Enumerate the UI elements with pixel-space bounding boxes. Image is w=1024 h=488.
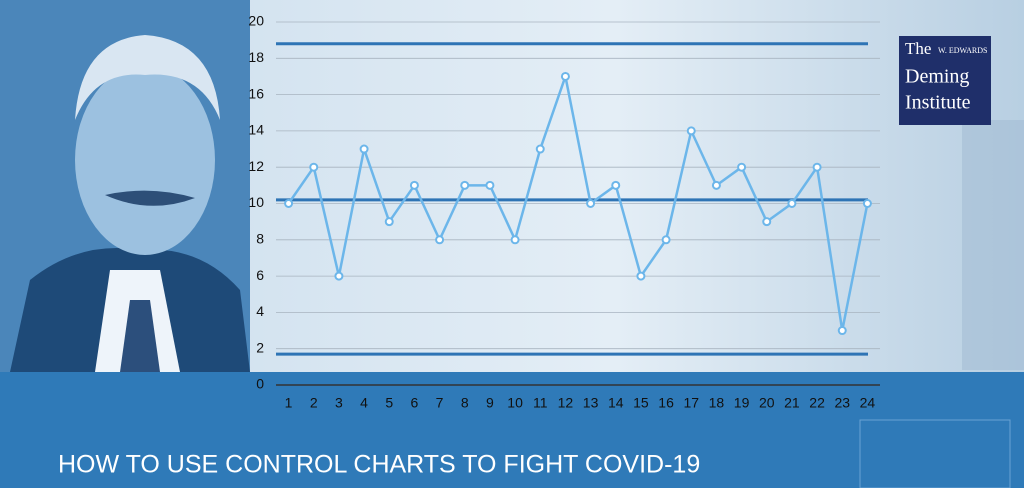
- logo-text: Institute: [905, 92, 971, 114]
- x-tick-label: 6: [411, 395, 419, 411]
- y-tick-label: 6: [256, 267, 264, 283]
- x-tick-label: 24: [860, 395, 876, 411]
- data-point: [284, 199, 294, 208]
- x-tick-label: 20: [759, 395, 775, 411]
- x-tick-label: 1: [285, 395, 293, 411]
- x-tick-label: 4: [360, 395, 368, 411]
- data-point: [560, 71, 570, 81]
- y-tick-label: 14: [248, 122, 264, 138]
- data-point: [485, 180, 495, 190]
- logo-text: Deming: [905, 66, 969, 88]
- logo-text: The: [905, 39, 931, 58]
- x-tick-label: 22: [809, 395, 825, 411]
- data-point: [435, 235, 445, 245]
- y-tick-label: 10: [248, 194, 264, 210]
- x-tick-label: 23: [834, 395, 850, 411]
- x-tick-label: 5: [385, 395, 393, 411]
- y-tick-label: 2: [256, 339, 264, 355]
- mask-shape: [962, 120, 1024, 370]
- y-tick-label: 8: [256, 231, 264, 247]
- x-tick-label: 12: [558, 395, 574, 411]
- x-tick-label: 16: [658, 395, 674, 411]
- y-tick-label: 4: [256, 303, 264, 319]
- x-tick-label: 2: [310, 395, 318, 411]
- x-tick-label: 19: [734, 395, 750, 411]
- data-point: [309, 162, 319, 172]
- x-tick-label: 18: [709, 395, 725, 411]
- data-point: [334, 271, 344, 281]
- data-point: [359, 144, 369, 154]
- data-point: [787, 199, 797, 208]
- x-tick-label: 7: [436, 395, 444, 411]
- data-point: [409, 180, 419, 190]
- x-tick-label: 17: [683, 395, 699, 411]
- data-point: [737, 162, 747, 172]
- portrait: [0, 0, 250, 372]
- x-tick-label: 15: [633, 395, 649, 411]
- x-tick-label: 21: [784, 395, 800, 411]
- logo: [899, 36, 991, 125]
- y-tick-label: 12: [248, 158, 264, 174]
- data-point: [510, 235, 520, 245]
- y-tick-label: 0: [256, 376, 264, 392]
- data-point: [686, 126, 696, 136]
- x-tick-label: 9: [486, 395, 494, 411]
- decor-box: [859, 419, 1011, 488]
- y-tick-label: 20: [248, 13, 264, 29]
- x-tick-label: 3: [335, 395, 343, 411]
- data-point: [762, 217, 772, 227]
- data-point: [460, 180, 470, 190]
- title: HOW TO USE CONTROL CHARTS TO FIGHT COVID…: [58, 451, 700, 479]
- data-point: [384, 217, 394, 227]
- data-point: [711, 180, 721, 190]
- data-point: [661, 235, 671, 245]
- data-point: [636, 271, 646, 281]
- data-point: [812, 162, 822, 172]
- data-point: [586, 199, 596, 208]
- x-tick-label: 14: [608, 395, 624, 411]
- y-tick-label: 16: [248, 85, 264, 101]
- x-tick-label: 8: [461, 395, 469, 411]
- y-tick-label: 18: [248, 49, 264, 65]
- x-tick-label: 13: [583, 395, 599, 411]
- data-point: [837, 326, 847, 336]
- logo-text: W. EDWARDS: [938, 46, 987, 55]
- data-point: [535, 144, 545, 154]
- data-point: [611, 180, 621, 190]
- footer-band: [0, 372, 1024, 488]
- data-line: [287, 71, 869, 331]
- data-point: [862, 199, 872, 208]
- x-tick-label: 10: [507, 395, 523, 411]
- x-tick-label: 11: [533, 395, 548, 411]
